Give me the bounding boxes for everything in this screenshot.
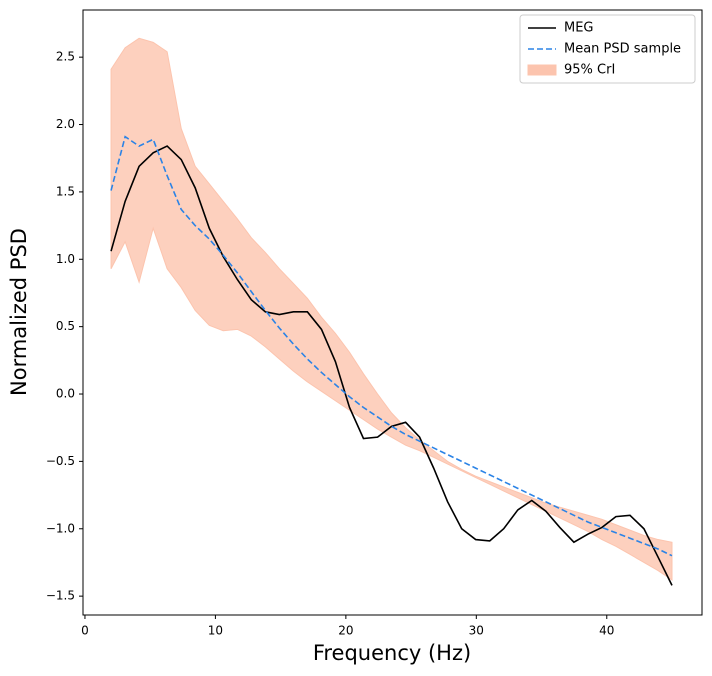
y-tick-label: 1.0 bbox=[56, 252, 75, 266]
x-tick-label: 10 bbox=[208, 624, 223, 638]
x-tick-label: 20 bbox=[338, 624, 353, 638]
y-tick-label: −0.5 bbox=[46, 454, 75, 468]
mean-line bbox=[110, 135, 673, 557]
legend-label: MEG bbox=[564, 21, 594, 36]
y-tick-label: 2.5 bbox=[56, 50, 75, 64]
plot-frame bbox=[82, 9, 703, 616]
x-axis-label: Frequency (Hz) bbox=[313, 641, 471, 665]
plot-area bbox=[110, 37, 673, 586]
legend-swatch bbox=[527, 64, 557, 76]
y-tick-label: 2.0 bbox=[56, 117, 75, 131]
legend: MEG Mean PSD sample 95% CrI bbox=[519, 14, 696, 84]
data-line bbox=[110, 145, 673, 586]
x-tick-label: 40 bbox=[599, 624, 614, 638]
y-tick-label: 0.5 bbox=[56, 319, 75, 333]
y-tick-label: 0.0 bbox=[56, 387, 75, 401]
legend-box bbox=[519, 14, 696, 84]
y-tick-label: −1.0 bbox=[46, 521, 75, 535]
y-tick-label: 1.5 bbox=[56, 184, 75, 198]
y-axis-label: Normalized PSD bbox=[7, 228, 31, 396]
y-tick-label: −1.5 bbox=[46, 589, 75, 603]
legend-label: 95% CrI bbox=[564, 63, 615, 78]
x-tick-label: 30 bbox=[469, 624, 484, 638]
credible-band bbox=[110, 37, 673, 581]
x-tick-label: 0 bbox=[81, 624, 89, 638]
legend-label: Mean PSD sample bbox=[564, 42, 681, 57]
